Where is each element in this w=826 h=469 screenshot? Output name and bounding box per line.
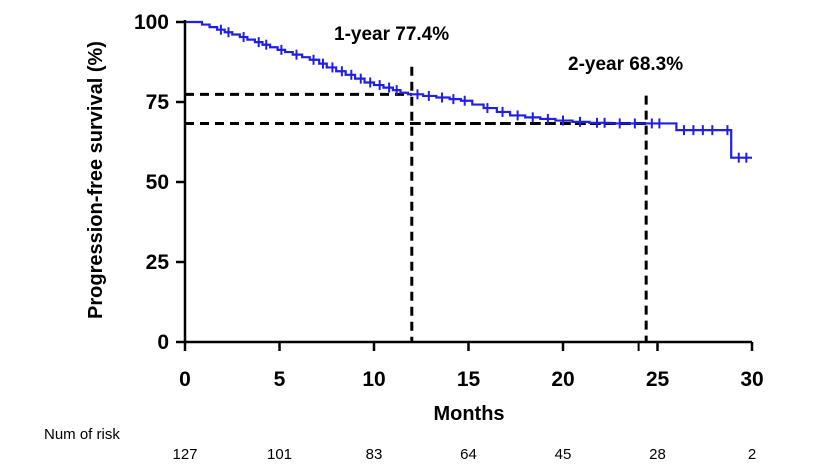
- y-tick-label: 50: [146, 171, 169, 194]
- annotations: 1-year 77.4% 2-year 68.3%: [334, 24, 683, 75]
- risk-table-label: Num of risk: [44, 426, 120, 443]
- y-axis-label: Progression-free survival (%): [85, 41, 107, 319]
- x-tick-label: 20: [551, 368, 574, 391]
- x-tick-label: 5: [274, 368, 286, 391]
- annotation-label: 2-year 68.3%: [568, 54, 683, 75]
- risk-table-value: 83: [366, 446, 383, 463]
- x-tick-label: 0: [179, 368, 191, 391]
- censor-marks: [219, 24, 748, 163]
- x-axis-label: Months: [433, 403, 504, 425]
- y-tick-label: 75: [146, 91, 170, 114]
- survival-curve: [185, 20, 752, 159]
- x-axis-ticks: 0 5 10 15 20 25 30: [179, 342, 764, 391]
- risk-table-value: 101: [267, 446, 292, 463]
- risk-table-value: 127: [172, 446, 197, 463]
- risk-table-value: 64: [460, 446, 477, 463]
- annotation-label: 1-year 77.4%: [334, 24, 449, 45]
- x-tick-label: 30: [740, 368, 763, 391]
- y-axis-ticks: 0 25 50 75 100: [134, 11, 185, 354]
- risk-table-value: 2: [748, 446, 756, 463]
- x-tick-label: 10: [362, 368, 385, 391]
- y-tick-label: 100: [134, 11, 169, 34]
- y-tick-label: 0: [157, 331, 169, 354]
- risk-table-values: 127 101 83 64 45 28 2: [172, 446, 756, 463]
- x-tick-label: 15: [457, 368, 481, 391]
- y-tick-label: 25: [146, 251, 170, 274]
- x-tick-label: 25: [646, 368, 670, 391]
- risk-table-value: 28: [649, 446, 666, 463]
- reference-lines: [185, 66, 648, 342]
- risk-table-value: 45: [555, 446, 572, 463]
